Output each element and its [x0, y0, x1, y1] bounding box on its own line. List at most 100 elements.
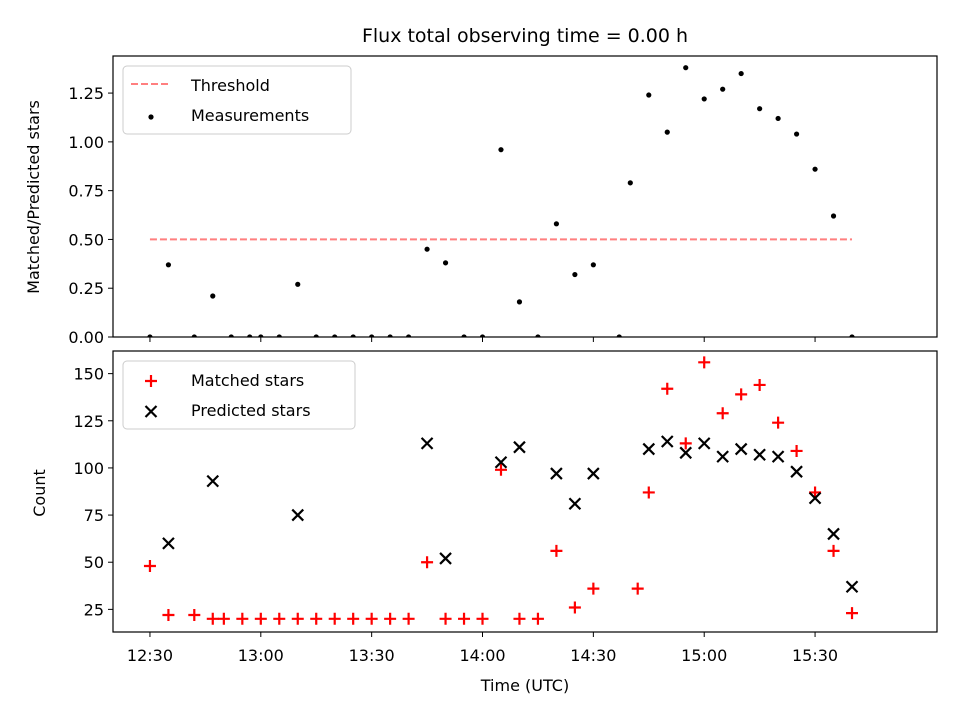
bottom-legend: [122, 360, 356, 430]
predicted-star-marker: [827, 527, 840, 541]
measurement-point: [228, 334, 234, 337]
predicted-star-marker: [697, 437, 711, 450]
x-tick-label: 12:30: [127, 646, 173, 665]
predicted-star-marker: [206, 474, 220, 488]
x-tick-label: 14:00: [459, 646, 505, 665]
matched-star-marker: [568, 601, 581, 614]
measurement-point: [616, 334, 622, 337]
measurement-point: [210, 293, 216, 299]
bottom-axes-frame: [112, 350, 938, 633]
matched-star-marker: [827, 544, 840, 557]
figure-title: Flux total observing time = 0.00 h: [362, 25, 688, 47]
measurement-point: [461, 334, 467, 337]
matched-star-marker: [217, 612, 230, 625]
matched-star-marker: [698, 356, 711, 369]
x-tick-label: 15:30: [792, 646, 838, 665]
measurement-point: [191, 334, 197, 337]
matched-star-marker: [365, 612, 378, 625]
legend-predicted-swatch: [144, 405, 158, 418]
x-tick-label: 14:30: [570, 646, 616, 665]
matched-star-marker: [291, 612, 304, 625]
predicted-star-marker: [845, 580, 859, 594]
top-y-tick-label: 0.50: [68, 230, 104, 249]
bottom-y-axis-label: Count: [30, 469, 49, 517]
top-y-tick-label: 1.25: [68, 84, 104, 103]
measurement-point: [406, 334, 412, 337]
top-data: [147, 65, 855, 337]
matched-star-marker: [513, 612, 526, 625]
measurement-point: [350, 334, 356, 337]
matched-star-marker: [716, 407, 729, 420]
measurement-point: [775, 115, 781, 122]
measurement-point: [165, 262, 172, 268]
top-y-tick-label: 1.00: [68, 133, 104, 152]
predicted-star-marker: [660, 435, 674, 448]
predicted-star-marker: [753, 448, 766, 462]
measurement-point: [701, 96, 707, 102]
matched-star-marker: [421, 556, 434, 569]
measurement-point: [387, 334, 393, 337]
measurement-point: [498, 147, 504, 153]
bottom-y-tick-label: 50: [84, 553, 104, 572]
measurement-point: [313, 334, 319, 337]
measurement-point: [369, 334, 375, 337]
matched-star-marker: [631, 582, 644, 595]
matched-star-marker: [402, 612, 415, 625]
matched-star-marker: [458, 612, 471, 625]
predicted-star-marker: [771, 450, 785, 463]
legend-measurements-swatch: [148, 114, 154, 120]
measurement-point: [295, 281, 301, 287]
top-y-tick-label: 0.75: [68, 182, 104, 201]
matched-star-marker: [661, 382, 674, 395]
measurement-point: [424, 246, 430, 252]
measurement-point: [849, 334, 855, 337]
measurement-point: [738, 70, 744, 77]
predicted-star-marker: [291, 508, 305, 522]
measurement-point: [553, 221, 560, 227]
predicted-star-marker: [550, 467, 563, 480]
measurement-point: [627, 180, 633, 186]
matched-star-marker: [550, 544, 563, 557]
measurement-point: [664, 129, 670, 135]
measurement-point: [516, 299, 523, 305]
measurement-point: [276, 334, 282, 337]
matched-star-marker: [273, 612, 286, 625]
matched-star-marker: [642, 486, 655, 499]
matched-star-marker: [254, 612, 267, 625]
matched-star-marker: [206, 612, 219, 625]
predicted-star-marker: [642, 442, 656, 456]
bottom-y-tick-label: 25: [84, 600, 104, 619]
measurement-point: [572, 271, 578, 278]
predicted-star-marker: [790, 465, 803, 478]
measurement-point: [683, 65, 689, 71]
matched-star-marker: [531, 612, 544, 625]
top-y-tick-label: 0.25: [68, 279, 104, 298]
measurement-point: [812, 166, 818, 172]
matched-star-marker: [735, 388, 748, 401]
measurement-point: [442, 260, 449, 266]
bottom-y-tick-label: 125: [73, 412, 104, 431]
measurement-point: [720, 86, 726, 92]
bottom-y-tick-label: 75: [84, 506, 104, 525]
measurement-point: [247, 334, 253, 337]
bottom-panel: 25 50 75 100 125 150 12:30 13:00 13:30 14:00 14:30…: [73, 350, 938, 665]
matched-star-marker: [476, 612, 489, 625]
matched-star-marker: [587, 582, 600, 595]
predicted-star-marker: [679, 446, 693, 460]
measurement-point: [147, 334, 153, 337]
matched-star-marker: [809, 486, 822, 499]
matched-star-marker: [494, 463, 507, 476]
matched-star-marker: [846, 607, 859, 620]
x-tick-label: 13:30: [349, 646, 395, 665]
measurement-point: [258, 334, 264, 337]
x-tick-label: 13:00: [238, 646, 284, 665]
matched-star-marker: [310, 612, 323, 625]
top-legend-label: Threshold: [190, 76, 270, 95]
matched-star-marker: [162, 609, 175, 622]
bottom-legend-label: Predicted stars: [191, 401, 311, 420]
predicted-star-marker: [162, 537, 175, 550]
top-axes-frame: [112, 55, 938, 338]
predicted-star-marker: [568, 497, 582, 511]
predicted-star-marker: [439, 552, 452, 565]
matched-star-marker: [236, 612, 249, 625]
